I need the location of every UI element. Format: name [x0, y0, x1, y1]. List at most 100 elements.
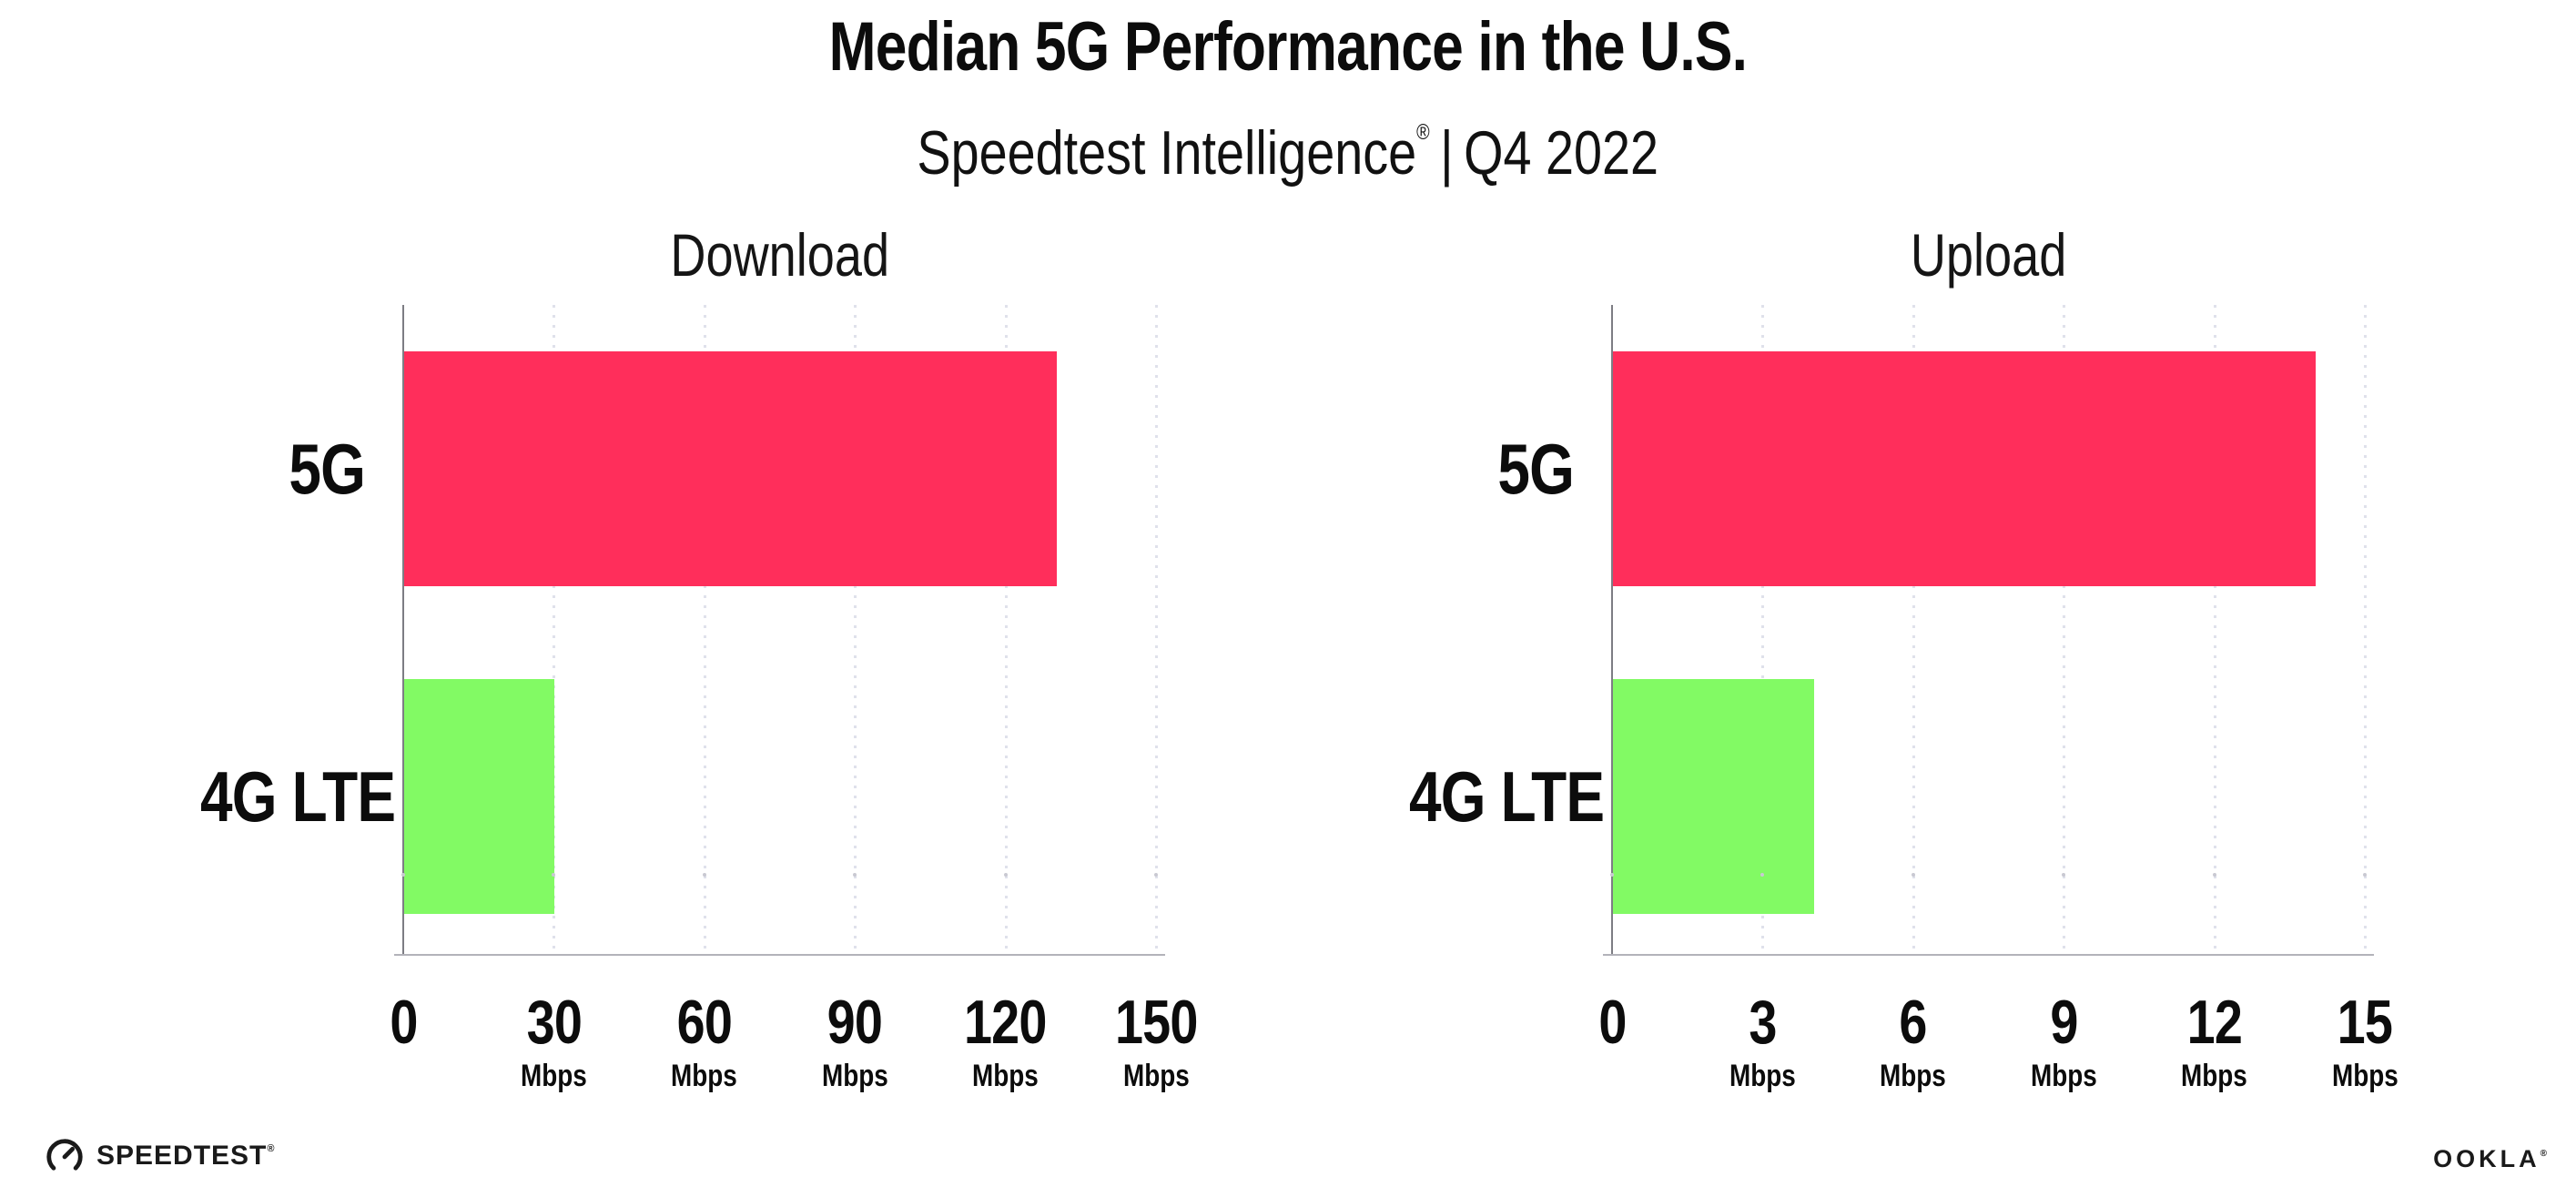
subtitle-period: Q4 2022: [1464, 118, 1659, 188]
category-label-4g-lte: 4G LTE: [1366, 751, 1605, 842]
x-tick-unit: Mbps: [1813, 1058, 2013, 1094]
speedtest-wordmark-text: SPEEDTEST: [96, 1141, 268, 1171]
x-tick-value: 60: [676, 988, 733, 1057]
axis-tick-dot: [702, 873, 706, 877]
category-label-5g: 5G: [1366, 423, 1575, 514]
gridline: [1761, 305, 1765, 954]
download-chart: Download 5G 4G LTE 0 30 Mbps 60 Mbps 90 Mbps 120 Mb…: [157, 218, 1198, 1138]
x-tick-unit: Mbps: [2115, 1058, 2315, 1094]
chart-subplot-title-text: Download: [670, 221, 889, 289]
x-tick-unit-text: Mbps: [2331, 1059, 2399, 1093]
chart-subplot-title-text: Upload: [1910, 221, 2067, 289]
chart-subplot-title: Upload: [1612, 218, 2365, 296]
y-axis: [402, 305, 404, 956]
x-tick-label: 90: [755, 988, 955, 1057]
axis-tick-dot: [1760, 873, 1765, 877]
x-tick-unit: Mbps: [453, 1058, 654, 1094]
speedtest-gauge-icon: [46, 1139, 83, 1175]
category-label-5g: 5G: [157, 423, 366, 514]
x-tick-label: 120: [906, 988, 1106, 1057]
x-tick-label: 0: [1512, 988, 1712, 1057]
gridline: [854, 305, 857, 954]
x-tick-label: 6: [1813, 988, 2013, 1057]
category-label-text: 5G: [1497, 429, 1575, 509]
gridline: [1155, 305, 1158, 954]
gridline: [703, 305, 706, 954]
axis-tick-dot: [1610, 873, 1614, 877]
axis-tick-dot: [2363, 873, 2367, 877]
x-tick-unit: Mbps: [1963, 1058, 2164, 1094]
page-title-text: Median 5G Performance in the U.S.: [828, 8, 1748, 86]
x-tick-value: 120: [964, 988, 1047, 1057]
speedtest-wordmark: SPEEDTEST®: [96, 1141, 274, 1172]
x-tick-unit-text: Mbps: [2030, 1059, 2097, 1093]
x-tick-label: 150: [1056, 988, 1256, 1057]
gridline: [553, 305, 556, 954]
speedtest-registered-mark-icon: ®: [267, 1143, 275, 1154]
x-tick-label: 3: [1662, 991, 1862, 1053]
gridline: [2213, 305, 2216, 954]
bar-4g-lte: [1613, 679, 1814, 914]
x-tick-label: 12: [2115, 991, 2315, 1053]
axis-tick-dot: [1003, 873, 1008, 877]
category-label-4g-lte: 4G LTE: [157, 751, 396, 842]
axis-tick-dot: [2062, 873, 2066, 877]
x-tick-label: 0: [303, 988, 503, 1057]
page-subtitle: Speedtest Intelligence® | Q4 2022: [0, 91, 2576, 195]
x-tick-value: 150: [1114, 988, 1198, 1057]
axis-tick-dot: [552, 873, 556, 877]
x-tick-label: 15: [2265, 988, 2465, 1057]
registered-mark-icon: ®: [1416, 120, 1430, 145]
x-tick-label: 30: [453, 988, 654, 1057]
x-tick-value: 0: [1597, 988, 1627, 1057]
x-tick-label: 9: [1963, 988, 2164, 1057]
x-tick-unit-text: Mbps: [821, 1059, 888, 1093]
x-tick-unit-text: Mbps: [2181, 1059, 2247, 1093]
category-label-text: 5G: [289, 429, 366, 509]
bar-4g-lte: [404, 679, 555, 914]
subtitle-brand: Speedtest Intelligence: [917, 118, 1417, 188]
x-tick-unit-text: Mbps: [972, 1059, 1039, 1093]
x-axis: [1603, 954, 2374, 956]
x-tick-unit-text: Mbps: [520, 1059, 587, 1093]
ookla-logo: OOKLA®: [2433, 1145, 2547, 1173]
plot-area: [1603, 305, 2374, 956]
category-label-text: 4G LTE: [1409, 756, 1605, 837]
x-tick-unit: Mbps: [1662, 1058, 1862, 1094]
x-tick-value: 9: [2050, 988, 2078, 1057]
page-title: Median 5G Performance in the U.S.: [0, 4, 2576, 91]
x-tick-unit: Mbps: [604, 1058, 805, 1094]
x-tick-value: 6: [1899, 988, 1928, 1057]
upload-chart: Upload 5G 4G LTE 0 3 Mbps 6 Mbps 9 Mbps 12 Mbps 15 Mb…: [1366, 218, 2401, 1138]
speedtest-logo: SPEEDTEST®: [44, 1136, 274, 1176]
page-subtitle-text: Speedtest Intelligence® | Q4 2022: [918, 91, 1659, 195]
x-tick-value: 15: [2337, 988, 2393, 1057]
x-tick-unit: Mbps: [906, 1058, 1106, 1094]
ookla-wordmark-text: OOKLA: [2433, 1145, 2541, 1172]
x-tick-unit: Mbps: [2265, 1058, 2465, 1094]
x-tick-label: 60: [604, 988, 805, 1057]
axis-tick-dot: [1154, 873, 1158, 877]
gridline: [2063, 305, 2066, 954]
x-axis: [394, 954, 1165, 956]
x-tick-unit-text: Mbps: [1729, 1059, 1796, 1093]
gridline: [1004, 305, 1008, 954]
x-tick-value: 0: [389, 988, 418, 1057]
x-tick-unit-text: Mbps: [1880, 1059, 1947, 1093]
x-tick-unit-text: Mbps: [1122, 1059, 1190, 1093]
category-label-text: 4G LTE: [200, 756, 396, 837]
bar-5g: [404, 351, 1057, 586]
bar-5g: [1613, 351, 2316, 586]
subtitle-separator: |: [1440, 118, 1454, 188]
ookla-registered-mark-icon: ®: [2540, 1149, 2547, 1159]
gridline: [2364, 305, 2367, 954]
y-axis: [1611, 305, 1613, 956]
axis-tick-dot: [1911, 873, 1915, 877]
chart-subplot-title: Download: [403, 218, 1156, 296]
x-tick-unit-text: Mbps: [671, 1059, 738, 1093]
gridline: [1912, 305, 1915, 954]
x-tick-value: 30: [526, 988, 582, 1057]
axis-tick-dot: [853, 873, 857, 877]
x-tick-value: 90: [827, 988, 883, 1057]
